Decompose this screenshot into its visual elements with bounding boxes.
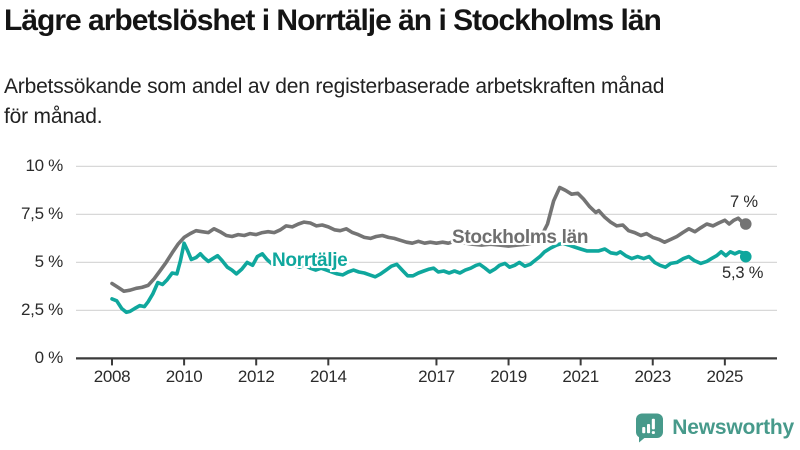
newsworthy-logo: Newsworthy bbox=[634, 412, 794, 443]
y-tick-label: 2,5 % bbox=[21, 300, 63, 320]
bar-chart-speech-bubble-icon bbox=[636, 413, 664, 443]
x-tick-label: 2017 bbox=[418, 367, 455, 386]
series-label-norrtalje: Norrtälje bbox=[272, 250, 348, 271]
series-end-dot-stockholms-l-n bbox=[739, 218, 752, 230]
y-tick-label: 5 % bbox=[34, 252, 64, 272]
x-tick-label: 2014 bbox=[309, 367, 347, 386]
chart-title: Lägre arbetslöshet i Norrtälje än i Stoc… bbox=[4, 4, 662, 37]
series-end-dot-norrt-lje bbox=[739, 250, 752, 263]
chart-subtitle-line1: Arbetssökande som andel av den registerb… bbox=[4, 75, 665, 98]
chart-subtitle-line2: för månad. bbox=[4, 105, 103, 128]
series-line-stockholms-l-n bbox=[110, 185, 748, 293]
y-tick-label: 10 % bbox=[25, 156, 63, 176]
y-tick-label: 7,5 % bbox=[21, 204, 63, 224]
x-tick-label: 2010 bbox=[165, 367, 203, 386]
chart-subtitle: Arbetssökande som andel av den registerb… bbox=[4, 72, 784, 132]
end-value-label-stockholms-lan: 7 % bbox=[730, 193, 758, 211]
x-tick-label: 2021 bbox=[562, 367, 599, 386]
brand-name: Newsworthy bbox=[672, 415, 794, 439]
end-value-label-norrtalje: 5,3 % bbox=[722, 264, 764, 282]
x-tick-label: 2008 bbox=[93, 367, 131, 386]
series-line-norrt-lje bbox=[110, 241, 748, 315]
x-tick-label: 2012 bbox=[237, 367, 275, 386]
x-tick-label: 2023 bbox=[634, 367, 672, 386]
x-tick-label: 2019 bbox=[490, 367, 527, 386]
series-label-stockholms-lan: Stockholms län bbox=[452, 227, 589, 248]
x-tick-label: 2025 bbox=[706, 367, 744, 386]
y-tick-label: 0 % bbox=[34, 348, 64, 368]
